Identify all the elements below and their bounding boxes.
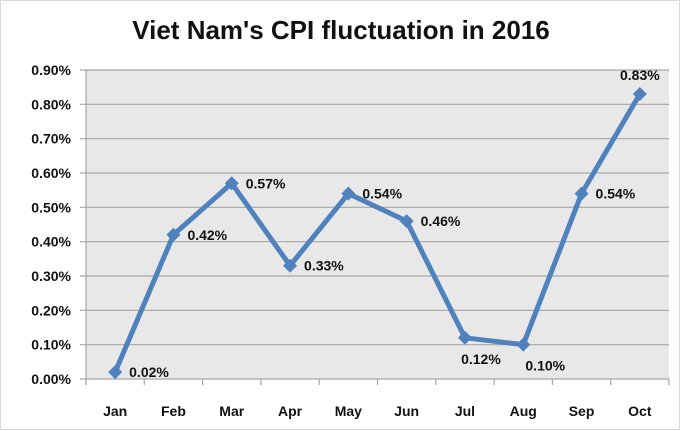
diamond-marker-icon — [108, 365, 123, 380]
diamond-marker-icon — [166, 227, 181, 242]
data-label: 0.54% — [362, 186, 402, 202]
y-tick-label: 0.80% — [31, 96, 71, 112]
y-tick-label: 0.40% — [31, 234, 71, 250]
data-label: 0.33% — [304, 258, 344, 274]
y-tick-label: 0.00% — [31, 371, 71, 387]
x-tick-label: Mar — [219, 403, 244, 419]
data-label: 0.12% — [461, 351, 501, 367]
data-label: 0.46% — [421, 213, 461, 229]
diamond-marker-icon — [574, 186, 589, 201]
x-tick-label: Jul — [455, 403, 475, 419]
y-tick-label: 0.50% — [31, 199, 71, 215]
diamond-marker-icon — [516, 337, 531, 352]
x-tick-label: Aug — [510, 403, 537, 419]
diamond-marker-icon — [224, 176, 239, 191]
plot-background — [86, 70, 669, 379]
x-tick-label: Sep — [569, 403, 595, 419]
x-tick-label: May — [335, 403, 362, 419]
chart-title: Viet Nam's CPI fluctuation in 2016 — [132, 15, 550, 45]
x-tick-label: Apr — [278, 403, 303, 419]
diamond-marker-icon — [283, 258, 298, 273]
x-tick-label: Jan — [103, 403, 127, 419]
x-tick-label: Feb — [161, 403, 186, 419]
y-tick-label: 0.90% — [31, 62, 71, 78]
diamond-marker-icon — [632, 87, 647, 102]
diamond-marker-icon — [341, 186, 356, 201]
data-label: 0.10% — [525, 358, 565, 374]
y-tick-label: 0.10% — [31, 337, 71, 353]
y-tick-label: 0.20% — [31, 302, 71, 318]
data-label: 0.83% — [620, 67, 660, 83]
y-tick-label: 0.60% — [31, 165, 71, 181]
data-label: 0.54% — [596, 186, 636, 202]
data-label: 0.42% — [187, 227, 227, 243]
diamond-marker-icon — [457, 330, 472, 345]
y-tick-label: 0.30% — [31, 268, 71, 284]
series-line — [112, 92, 643, 374]
data-label: 0.57% — [246, 175, 286, 191]
data-label: 0.02% — [129, 364, 169, 380]
y-tick-label: 0.70% — [31, 131, 71, 147]
x-tick-label: Jun — [394, 403, 419, 419]
x-tick-label: Oct — [628, 403, 652, 419]
diamond-marker-icon — [399, 214, 414, 229]
